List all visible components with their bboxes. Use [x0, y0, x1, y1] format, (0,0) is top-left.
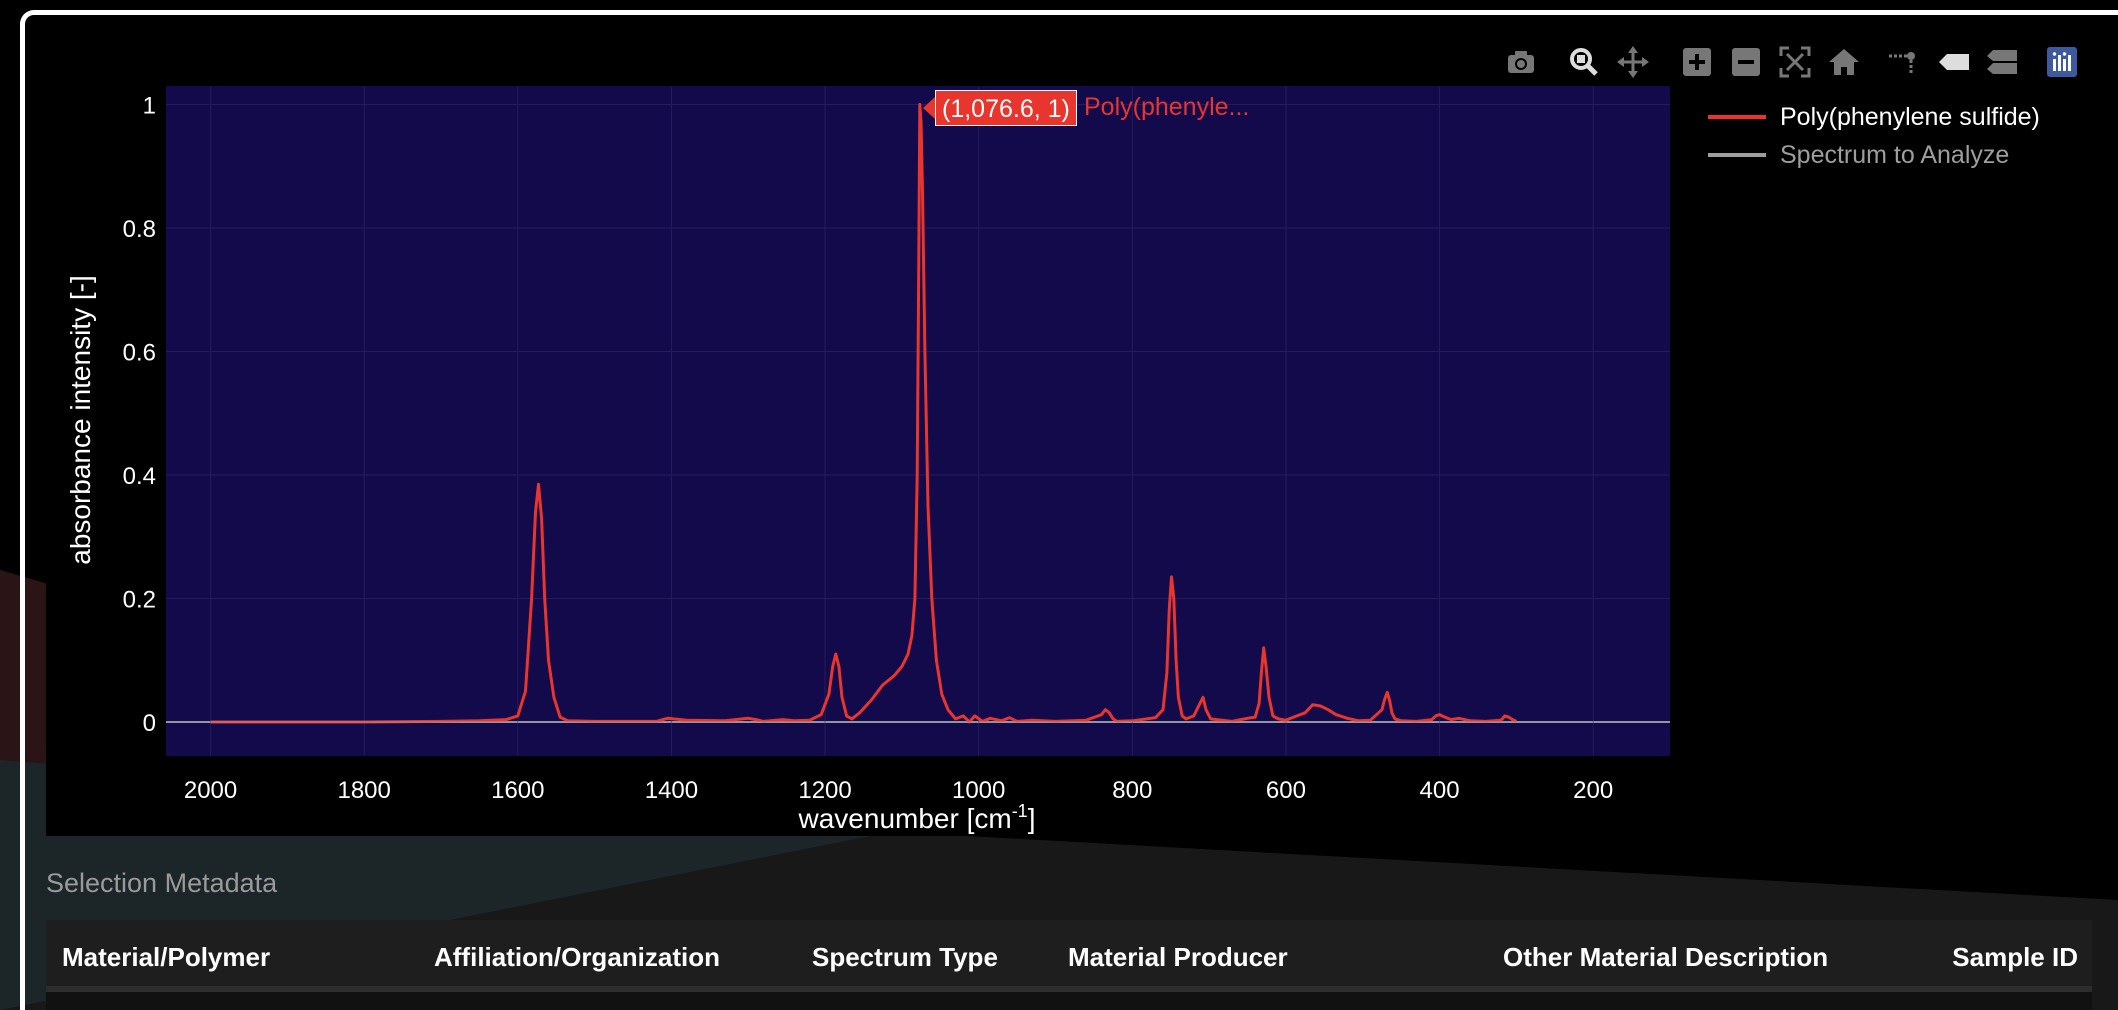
x-tick-label: 600 — [1266, 777, 1306, 804]
zoom-icon[interactable] — [1566, 44, 1602, 80]
x-tick-label: 1200 — [798, 777, 851, 804]
legend: Poly(phenylene sulfide) Spectrum to Anal… — [1708, 98, 2040, 174]
y-tick-label: 0.6 — [123, 340, 156, 367]
column-header-sample-id[interactable]: Sample ID — [1952, 942, 2078, 972]
modebar — [0, 44, 2118, 80]
x-axis-label-base: wavenumber [cm — [798, 803, 1012, 834]
zoom-out-icon[interactable] — [1728, 44, 1764, 80]
x-tick-label: 400 — [1420, 777, 1460, 804]
plotly-logo-icon[interactable] — [2044, 44, 2080, 80]
y-tick-label: 1 — [143, 93, 156, 120]
x-tick-label: 2000 — [184, 777, 237, 804]
column-header-affiliation[interactable]: Affiliation/Organization — [434, 942, 720, 972]
tooltip-trace-name: Poly(phenyle... — [1084, 93, 1250, 121]
camera-icon[interactable] — [1503, 44, 1539, 80]
legend-swatch — [1708, 153, 1766, 157]
metadata-table-body — [46, 992, 2092, 1010]
column-header-other-description[interactable]: Other Material Description — [1503, 942, 1829, 972]
x-tick-label: 1800 — [337, 777, 390, 804]
tooltip-arrow — [923, 97, 935, 119]
y-axis-label: absorbance intensity [-] — [65, 275, 96, 565]
x-axis-label-sup: -1 — [1012, 801, 1028, 821]
x-axis-label-tail: ] — [1028, 803, 1036, 834]
x-tick-label: 1000 — [952, 777, 1005, 804]
hover-compare-icon[interactable] — [1984, 44, 2020, 80]
autoscale-icon[interactable] — [1777, 44, 1813, 80]
app-frame — [20, 10, 2118, 1010]
reset-axes-icon[interactable] — [1826, 44, 1862, 80]
legend-label: Poly(phenylene sulfide) — [1780, 102, 2040, 131]
pan-icon[interactable] — [1615, 44, 1651, 80]
y-tick-label: 0.8 — [123, 216, 156, 243]
zoom-in-icon[interactable] — [1679, 44, 1715, 80]
x-tick-label: 200 — [1573, 777, 1613, 804]
hover-closest-icon[interactable] — [1936, 44, 1972, 80]
y-axis-ticks: 0 0.2 0.4 0.6 0.8 1 — [123, 93, 156, 738]
legend-item-poly-phenylene-sulfide[interactable]: Poly(phenylene sulfide) — [1708, 98, 2040, 136]
x-tick-label: 1400 — [645, 777, 698, 804]
selection-metadata-title: Selection Metadata — [46, 868, 278, 898]
x-tick-label: 1600 — [491, 777, 544, 804]
column-header-spectrum-type[interactable]: Spectrum Type — [812, 942, 998, 972]
legend-label: Spectrum to Analyze — [1780, 140, 2010, 169]
x-tick-label: 800 — [1112, 777, 1152, 804]
hover-tooltip: (1,076.6, 1) — [935, 90, 1077, 126]
y-tick-label: 0 — [143, 710, 156, 737]
legend-item-spectrum-to-analyze[interactable]: Spectrum to Analyze — [1708, 136, 2040, 174]
x-axis-ticks: 2000 1800 1600 1400 1200 1000 800 600 400 200 — [184, 777, 1613, 804]
column-header-material-producer[interactable]: Material Producer — [1068, 942, 1288, 972]
spike-lines-icon[interactable] — [1885, 44, 1921, 80]
y-tick-label: 0.4 — [123, 463, 156, 490]
column-header-material-polymer[interactable]: Material/Polymer — [62, 942, 271, 972]
legend-swatch — [1708, 115, 1766, 119]
y-tick-label: 0.2 — [123, 587, 156, 614]
x-axis-label: wavenumber [cm-1] — [798, 801, 1036, 834]
metadata-table-header: Material/Polymer Affiliation/Organizatio… — [46, 920, 2092, 992]
series-line-poly-phenylene-sulfide[interactable] — [210, 103, 1518, 724]
traces — [166, 103, 1670, 724]
